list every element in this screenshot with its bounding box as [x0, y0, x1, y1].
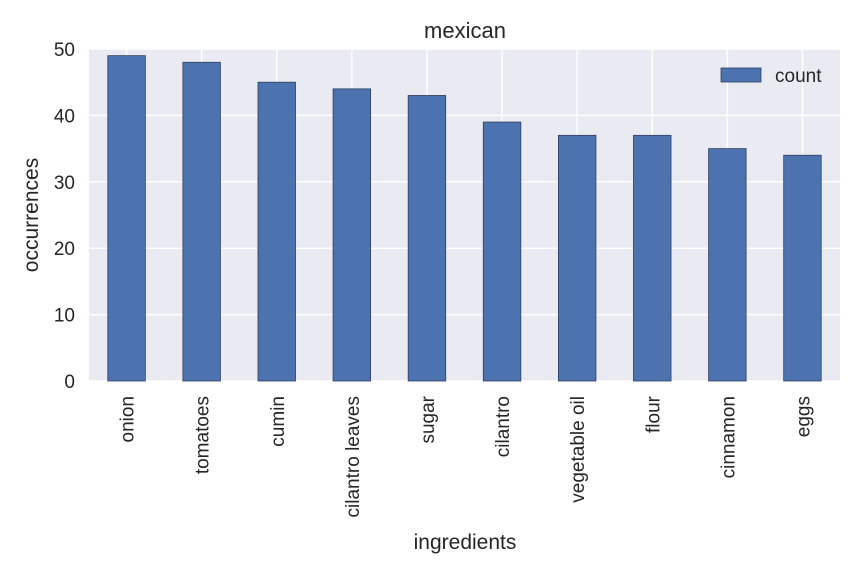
- bar-vegetable-oil: [557, 134, 597, 382]
- bar-cumin: [257, 81, 296, 382]
- y-tick-label: 10: [54, 306, 75, 327]
- legend-swatch: [720, 67, 762, 83]
- bar-sugar: [407, 95, 447, 382]
- x-axis-ticks: onion tomatoes cumin cilantro leaves sugar ci…: [118, 395, 815, 517]
- x-tick-label: cilantro leaves: [343, 396, 364, 517]
- x-tick-label: flour: [643, 395, 664, 433]
- legend: count: [720, 66, 822, 87]
- y-tick-label: 50: [54, 40, 75, 61]
- x-tick-label: vegetable oil: [568, 396, 589, 503]
- legend-label: count: [775, 66, 822, 87]
- bar-tomatoes: [182, 61, 221, 382]
- bar-flour: [633, 134, 672, 382]
- bar-cilantro: [482, 121, 522, 382]
- chart-title: mexican: [424, 18, 506, 43]
- bar-cilantro-leaves: [332, 88, 372, 382]
- x-tick-label: cumin: [268, 396, 289, 447]
- bar-eggs: [783, 154, 822, 382]
- x-tick-label: eggs: [793, 396, 814, 437]
- x-tick-label: cinnamon: [718, 396, 739, 478]
- y-tick-label: 30: [54, 173, 75, 194]
- bar-onion: [107, 55, 146, 382]
- y-axis-title: occurrences: [20, 158, 43, 272]
- x-tick-label: tomatoes: [193, 396, 214, 474]
- y-axis-ticks: 0 10 20 30 40 50: [54, 40, 75, 393]
- x-axis-title: ingredients: [414, 531, 517, 554]
- x-tick-label: onion: [118, 396, 139, 443]
- x-tick-label: cilantro: [493, 396, 514, 457]
- y-tick-label: 20: [54, 239, 75, 260]
- y-tick-label: 0: [64, 372, 75, 393]
- y-tick-label: 40: [54, 106, 75, 127]
- bars: [107, 55, 822, 382]
- bar-cinnamon: [708, 148, 747, 382]
- x-tick-label: sugar: [418, 395, 439, 443]
